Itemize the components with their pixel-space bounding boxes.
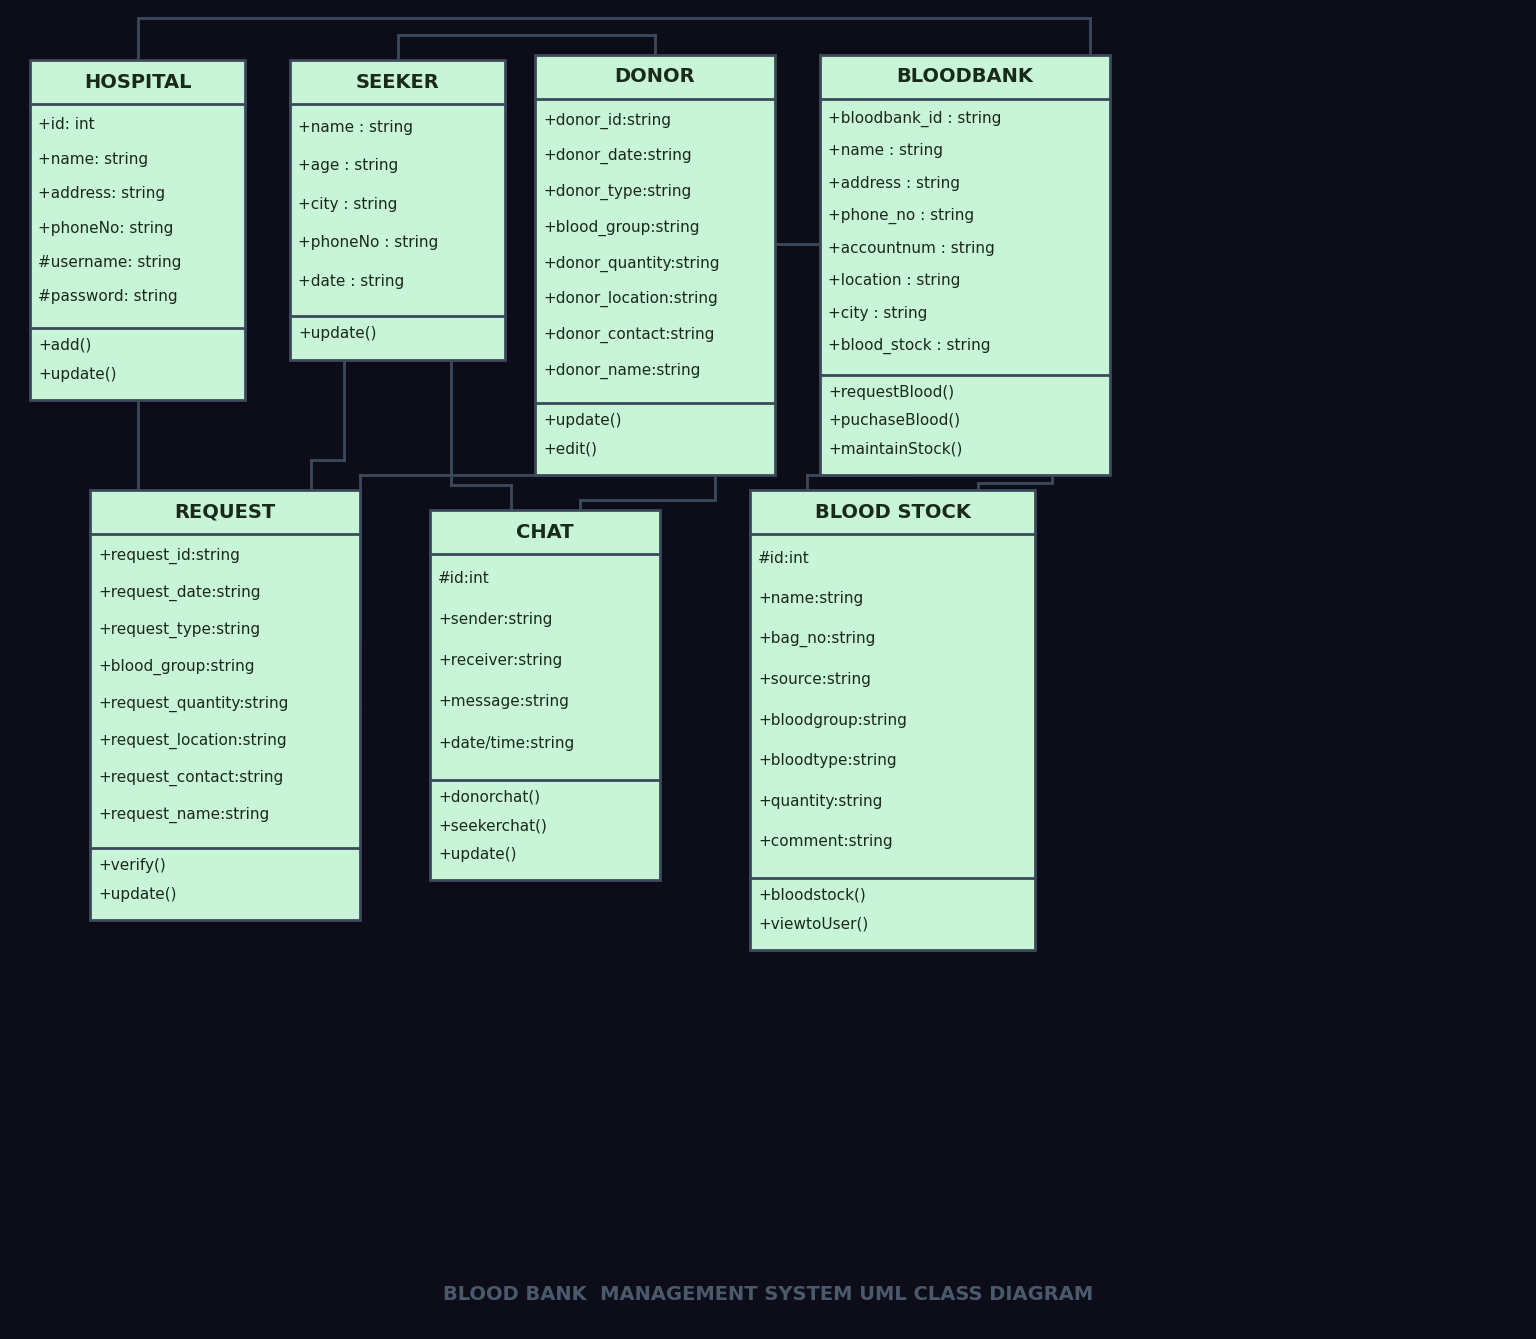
Text: +edit(): +edit() (544, 442, 598, 457)
Text: +id: int: +id: int (38, 118, 95, 133)
Text: +comment:string: +comment:string (757, 834, 892, 849)
Text: +name : string: +name : string (828, 143, 943, 158)
Text: +donor_id:string: +donor_id:string (544, 112, 671, 129)
Text: +blood_group:string: +blood_group:string (98, 659, 255, 675)
Text: #id:int: #id:int (438, 572, 490, 586)
Text: +receiver:string: +receiver:string (438, 653, 562, 668)
Text: +name : string: +name : string (298, 119, 413, 135)
Text: +source:string: +source:string (757, 672, 871, 687)
Text: +donor_location:string: +donor_location:string (544, 291, 717, 308)
Text: +bag_no:string: +bag_no:string (757, 631, 876, 647)
Text: +location : string: +location : string (828, 273, 960, 288)
Text: BLOOD STOCK: BLOOD STOCK (814, 502, 971, 521)
Text: +requestBlood(): +requestBlood() (828, 384, 954, 399)
Text: +seekerchat(): +seekerchat() (438, 818, 547, 833)
Text: +donor_name:string: +donor_name:string (544, 363, 700, 379)
Text: +request_id:string: +request_id:string (98, 548, 240, 564)
Text: +donor_contact:string: +donor_contact:string (544, 327, 714, 343)
Bar (820, 55, 1111, 475)
Text: +bloodbank_id : string: +bloodbank_id : string (828, 110, 1001, 127)
Text: +phone_no : string: +phone_no : string (828, 208, 974, 224)
Text: +phoneNo : string: +phoneNo : string (298, 236, 438, 250)
Text: SEEKER: SEEKER (356, 72, 439, 91)
Text: +donor_type:string: +donor_type:string (544, 183, 691, 200)
Text: +address : string: +address : string (828, 175, 960, 191)
Bar (31, 60, 246, 400)
Text: +update(): +update() (38, 367, 117, 382)
Text: +city : string: +city : string (298, 197, 398, 212)
Text: +bloodtype:string: +bloodtype:string (757, 753, 897, 769)
Bar (535, 55, 776, 475)
Text: +verify(): +verify() (98, 858, 166, 873)
Text: DONOR: DONOR (614, 67, 696, 87)
Text: +donorchat(): +donorchat() (438, 790, 541, 805)
Text: +city : string: +city : string (828, 305, 928, 321)
Text: CHAT: CHAT (516, 522, 574, 541)
Text: +blood_group:string: +blood_group:string (544, 220, 699, 236)
Bar (91, 490, 359, 920)
Text: +viewtoUser(): +viewtoUser() (757, 917, 868, 932)
Text: +maintainStock(): +maintainStock() (828, 442, 963, 457)
Text: +add(): +add() (38, 337, 91, 352)
Text: +donor_date:string: +donor_date:string (544, 149, 691, 165)
Text: +puchaseBlood(): +puchaseBlood() (828, 414, 960, 428)
Text: +request_location:string: +request_location:string (98, 732, 287, 749)
Text: +request_contact:string: +request_contact:string (98, 770, 283, 786)
Text: +age : string: +age : string (298, 158, 398, 173)
Text: +sender:string: +sender:string (438, 612, 553, 627)
Text: +bloodgroup:string: +bloodgroup:string (757, 712, 906, 727)
Text: +accountnum : string: +accountnum : string (828, 241, 995, 256)
Text: +request_date:string: +request_date:string (98, 585, 261, 601)
Text: #password: string: #password: string (38, 289, 178, 304)
Text: +name:string: +name:string (757, 592, 863, 607)
Text: +blood_stock : string: +blood_stock : string (828, 337, 991, 353)
Text: +update(): +update() (438, 846, 516, 862)
Text: BLOODBANK: BLOODBANK (897, 67, 1034, 87)
Text: REQUEST: REQUEST (175, 502, 275, 521)
Text: +update(): +update() (544, 412, 622, 427)
Text: +phoneNo: string: +phoneNo: string (38, 221, 174, 236)
Text: +message:string: +message:string (438, 695, 568, 710)
Text: +update(): +update() (98, 886, 177, 901)
Text: +address: string: +address: string (38, 186, 166, 201)
Text: +update(): +update() (298, 327, 376, 341)
Bar (290, 60, 505, 360)
Text: HOSPITAL: HOSPITAL (84, 72, 192, 91)
Text: #username: string: #username: string (38, 254, 181, 270)
Text: +request_quantity:string: +request_quantity:string (98, 696, 289, 712)
Text: +donor_quantity:string: +donor_quantity:string (544, 256, 719, 272)
Text: +request_name:string: +request_name:string (98, 806, 269, 823)
Text: +name: string: +name: string (38, 151, 147, 166)
Text: BLOOD BANK  MANAGEMENT SYSTEM UML CLASS DIAGRAM: BLOOD BANK MANAGEMENT SYSTEM UML CLASS D… (442, 1285, 1094, 1304)
Text: +bloodstock(): +bloodstock() (757, 888, 866, 902)
Text: +date : string: +date : string (298, 273, 404, 289)
Bar (430, 510, 660, 880)
Text: #id:int: #id:int (757, 550, 809, 566)
Bar (750, 490, 1035, 949)
Text: +request_type:string: +request_type:string (98, 621, 260, 639)
Text: +date/time:string: +date/time:string (438, 735, 574, 751)
Text: +quantity:string: +quantity:string (757, 794, 882, 809)
